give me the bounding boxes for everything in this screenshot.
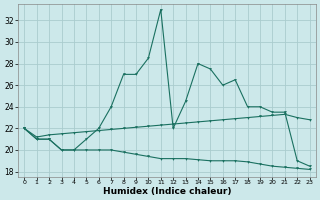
X-axis label: Humidex (Indice chaleur): Humidex (Indice chaleur) — [103, 187, 231, 196]
